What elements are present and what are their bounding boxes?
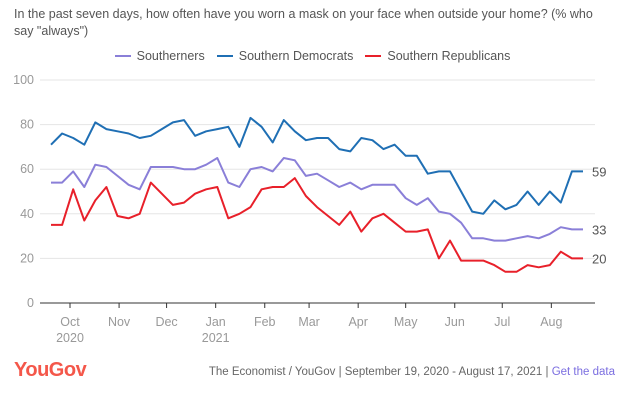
x-tick-label: Jun xyxy=(445,315,465,329)
series-line-southern-republicans xyxy=(51,177,583,273)
series-line-southern-democrats xyxy=(50,116,583,215)
chart-title: In the past seven days, how often have y… xyxy=(14,7,593,38)
legend-label-southern-democrats: Southern Democrats xyxy=(238,49,354,63)
x-tick-label: Aug xyxy=(540,315,562,329)
x-tick-label: Mar xyxy=(298,315,320,329)
series-line-southerners xyxy=(51,157,583,242)
x-tick-year-label: 2020 xyxy=(56,331,84,345)
gridlines xyxy=(40,79,595,259)
y-axis-ticks: 0 20 40 60 80 100 xyxy=(13,73,34,310)
end-labels: 33 59 20 xyxy=(592,164,606,266)
y-tick-label: 0 xyxy=(27,296,34,310)
end-label-southern-democrats: 59 xyxy=(592,164,606,179)
x-tick-label: Oct xyxy=(60,315,80,329)
x-tick-year-label: 2021 xyxy=(202,331,230,345)
y-tick-label: 100 xyxy=(13,73,34,87)
y-tick-label: 20 xyxy=(20,251,34,265)
y-tick-label: 40 xyxy=(20,207,34,221)
end-label-southerners: 33 xyxy=(592,222,606,237)
end-label-southern-republicans: 20 xyxy=(592,251,606,266)
y-tick-label: 80 xyxy=(20,118,34,132)
x-tick-label: Jan xyxy=(206,315,226,329)
x-tick-label: Dec xyxy=(155,315,177,329)
yougov-logo[interactable]: YouGov xyxy=(14,359,87,381)
source-text: The Economist / YouGov | September 19, 2… xyxy=(208,366,552,378)
legend-label-southerners: Southerners xyxy=(136,49,205,63)
legend-swatch-southern-democrats xyxy=(216,55,233,57)
legend-item-southern-democrats[interactable]: Southern Democrats xyxy=(216,49,354,63)
x-tick-label: May xyxy=(394,315,418,329)
legend-swatch-southern-republicans xyxy=(365,55,382,57)
footer-source: The Economist / YouGov | September 19, 2… xyxy=(209,366,615,378)
legend-label-southern-republicans: Southern Republicans xyxy=(387,49,511,63)
legend-item-southern-republicans[interactable]: Southern Republicans xyxy=(365,49,510,63)
x-tick-label: Jul xyxy=(494,315,510,329)
x-tick-label: Feb xyxy=(254,315,276,329)
get-data-link[interactable]: Get the data xyxy=(551,366,615,378)
legend-item-southerners[interactable]: Southerners xyxy=(114,49,205,63)
x-axis: Oct 2020 Nov Dec Jan 2021 Feb Mar Apr May Jun Jul Au… xyxy=(40,302,595,345)
series-lines xyxy=(50,116,583,273)
chart-legend: Southerners Southern Democrats Southern … xyxy=(0,49,625,63)
legend-swatch-southerners xyxy=(114,55,131,57)
y-tick-label: 60 xyxy=(20,162,34,176)
x-tick-label: Nov xyxy=(108,315,131,329)
x-tick-label: Apr xyxy=(348,315,367,329)
